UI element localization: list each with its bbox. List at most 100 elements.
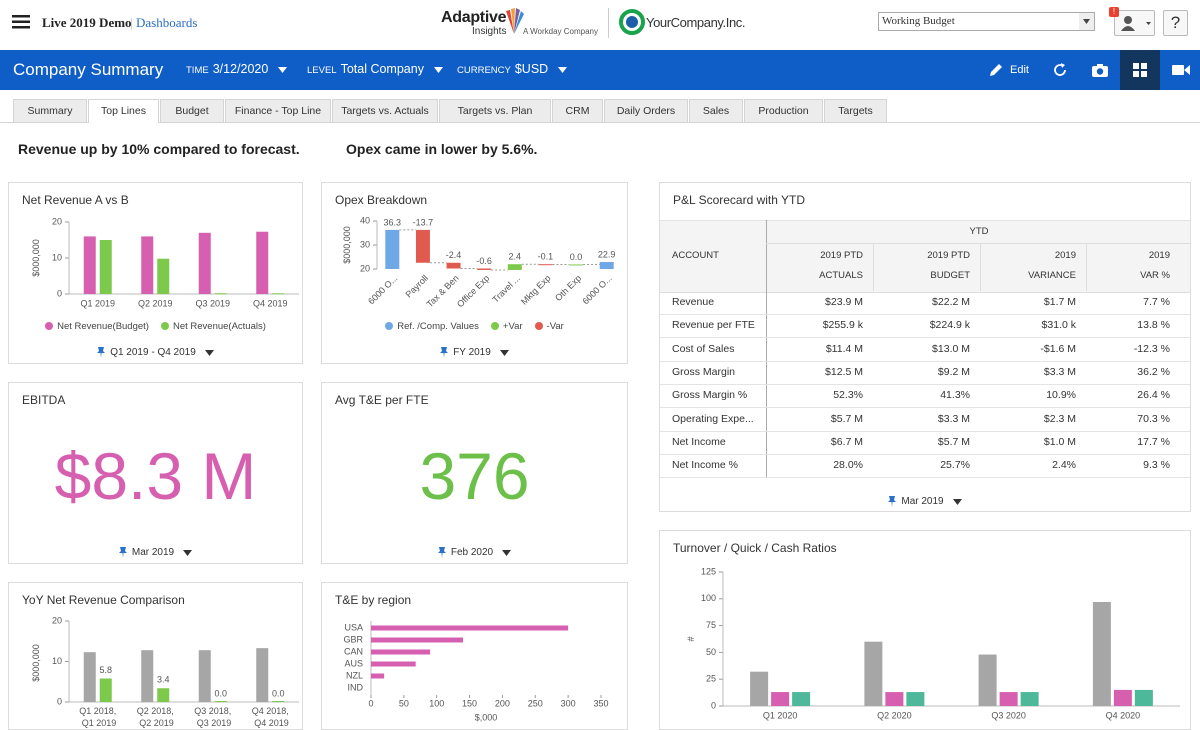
x-tick-label: Q1 2020: [763, 710, 798, 720]
legend-item[interactable]: Net Revenue(Actuals): [160, 321, 266, 332]
toolbar-filter[interactable]: TIME 3/12/2020: [186, 62, 288, 76]
x-tick-label: Q3 2018, Q3 2019: [194, 706, 231, 728]
bar: [1113, 689, 1132, 706]
filter[interactable]: Q1 2019 - Q4 2019: [9, 347, 302, 358]
panel-title: YoY Net Revenue Comparison: [22, 593, 185, 607]
tab[interactable]: Production: [744, 99, 823, 122]
y-tick-label: 50: [706, 647, 716, 657]
refresh-icon[interactable]: [1052, 62, 1068, 78]
filter-label: LEVEL: [307, 65, 337, 76]
y-tick-label: 10: [52, 252, 62, 262]
tab[interactable]: Sales: [689, 99, 743, 122]
tab[interactable]: Daily Orders: [604, 99, 688, 122]
filter[interactable]: Mar 2019: [9, 547, 302, 558]
data-label: 3.4: [157, 675, 170, 685]
panel-title: Turnover / Quick / Cash Ratios: [673, 541, 837, 555]
legend-item[interactable]: Net Revenue(Budget): [45, 321, 149, 332]
row-divider: [660, 430, 1190, 432]
x-tick-label: Q3 2019: [195, 298, 230, 308]
version-select[interactable]: Working Budget: [878, 12, 1095, 31]
legend: Net Revenue(Budget) Net Revenue(Actuals): [9, 321, 302, 332]
x-tick-label: Payroll: [404, 273, 431, 300]
column-name: ACTUALS: [819, 270, 863, 281]
bar: [198, 232, 211, 294]
caret-shape: [278, 67, 288, 73]
cell: 52.3%: [833, 389, 863, 402]
x-tick-label: Q2 2019: [138, 298, 173, 308]
user-button[interactable]: [1114, 10, 1155, 36]
data-label: -0.1: [538, 252, 554, 262]
y-tick-label: NZL: [346, 670, 363, 680]
row-label: Operating Expe...: [672, 412, 754, 425]
legend-item[interactable]: +Var: [490, 321, 523, 332]
tab[interactable]: CRM: [552, 99, 603, 122]
column-period: 2019 PTD: [820, 250, 863, 261]
help-button[interactable]: ?: [1163, 10, 1188, 36]
snapshot-icon[interactable]: [1091, 62, 1109, 78]
filter-text: Q1 2019 - Q4 2019: [110, 347, 196, 358]
tab[interactable]: Targets: [824, 99, 887, 122]
waterfall-bar: [415, 229, 430, 263]
bar: [978, 654, 997, 706]
filter-text: Feb 2020: [450, 547, 494, 558]
tab[interactable]: Finance - Top Line: [225, 99, 331, 122]
y-axis-label: $000,000: [31, 644, 41, 682]
cell: $5.7 M: [937, 435, 970, 448]
bar: [1020, 692, 1039, 706]
y-tick-label: 0: [57, 288, 62, 298]
bar: [371, 661, 416, 667]
y-tick-label: USA: [344, 622, 363, 632]
bar: [750, 671, 769, 706]
bar: [83, 652, 96, 702]
legend-item[interactable]: -Var: [534, 321, 564, 332]
row-label: Net Income %: [672, 459, 738, 472]
legend-text: +Var: [502, 321, 523, 332]
tab[interactable]: Targets vs. Plan: [439, 99, 551, 122]
toolbar: [0, 50, 1200, 90]
legend-text: Net Revenue(Actuals): [172, 321, 266, 332]
tab[interactable]: Targets vs. Actuals: [332, 99, 438, 122]
row-label: Gross Margin: [672, 365, 736, 378]
edit-label[interactable]: Edit: [1010, 64, 1029, 76]
x-tick-label: Q3 2020: [991, 710, 1026, 720]
waterfall-bar: [507, 264, 522, 270]
menu-icon[interactable]: [12, 15, 30, 29]
toolbar-filter[interactable]: LEVEL Total Company: [307, 62, 443, 76]
cell: $6.7 M: [830, 435, 863, 448]
data-label: 5.8: [99, 665, 112, 675]
data-label: 36.3: [384, 217, 402, 227]
pin-shape: [437, 547, 446, 558]
tab[interactable]: Budget: [160, 99, 224, 122]
filter[interactable]: FY 2019: [322, 347, 627, 358]
legend-swatch: [160, 322, 169, 330]
cell: $11.4 M: [825, 342, 863, 355]
data-label: 22.9: [598, 249, 616, 259]
pin-icon: [97, 347, 106, 358]
caret-icon: [499, 349, 509, 356]
toolbar-filter[interactable]: CURRENCY $USD: [457, 62, 568, 76]
x-tick-label: 300: [561, 698, 576, 708]
y-tick-label: 25: [706, 674, 716, 684]
panel: Net Revenue A vs B 0 10 20 Q1 2019 Q2 2019 Q3 …: [8, 182, 303, 364]
column-divider: [766, 220, 767, 478]
caret-icon: [278, 67, 288, 73]
chart: 20 30 40 $000,000 36.3 6000 O... -13.7 Payroll -…: [342, 215, 616, 309]
breadcrumb[interactable]: Dashboards: [136, 15, 198, 30]
bar: [256, 648, 269, 702]
cell: $9.2 M: [937, 365, 970, 378]
legend-item[interactable]: Ref. /Comp. Values: [385, 321, 479, 332]
filter[interactable]: Mar 2019: [660, 496, 1190, 507]
edit-icon[interactable]: [988, 62, 1004, 78]
present-icon[interactable]: [1172, 63, 1190, 77]
tab[interactable]: Summary: [13, 99, 87, 122]
data-label: 0.0: [272, 688, 285, 698]
y-tick-label: GBR: [343, 634, 363, 644]
cell: $31.0 k: [1041, 319, 1076, 332]
filter-value: $USD: [514, 62, 549, 76]
data-label: -2.4: [446, 250, 462, 260]
y-tick-label: AUS: [344, 658, 363, 668]
filter[interactable]: Feb 2020: [322, 547, 627, 558]
legend-swatch: [534, 322, 543, 330]
tab[interactable]: Top Lines: [88, 99, 159, 123]
layout-button-bg[interactable]: [1120, 50, 1160, 90]
